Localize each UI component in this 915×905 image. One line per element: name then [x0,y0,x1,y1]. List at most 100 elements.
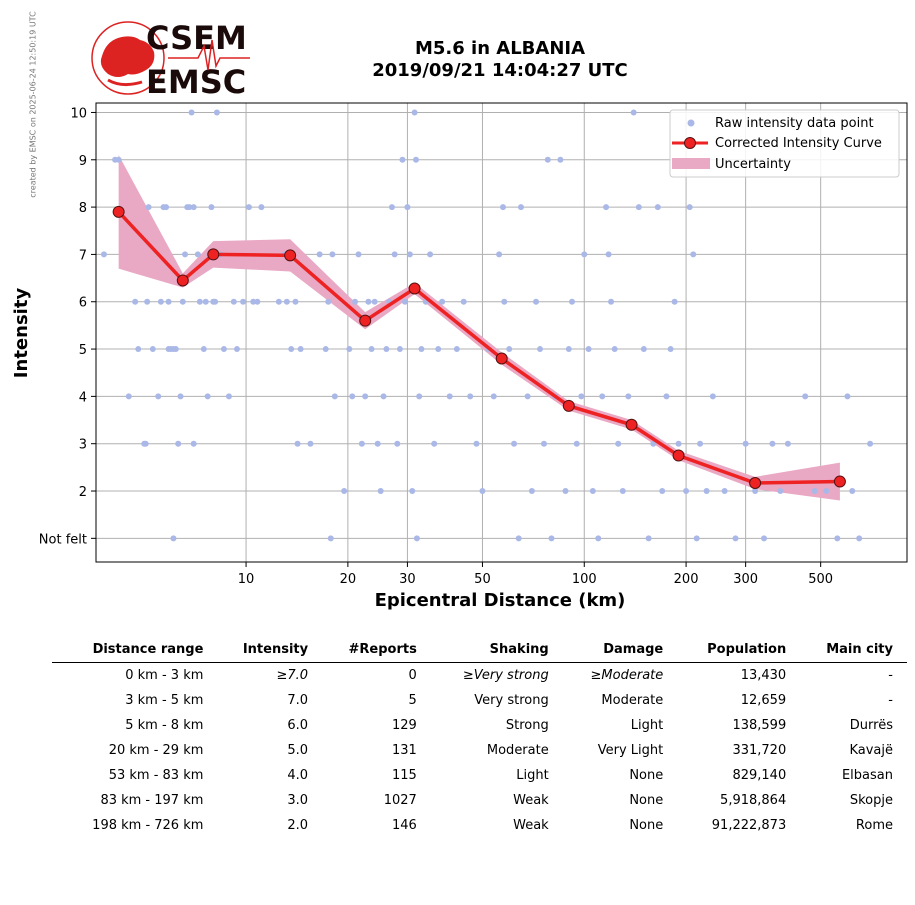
raw-point [784,440,791,447]
curve-point [562,399,575,412]
table-cell: 1027 [383,793,417,808]
raw-point [506,346,513,353]
raw-point [823,488,830,495]
raw-point [742,440,749,447]
raw-point [761,535,768,542]
legend-uncertainty-label: Uncertainty [715,157,791,172]
raw-point [777,488,784,495]
table-header-cell: Population [677,640,801,663]
legend-raw-marker [687,119,695,127]
table-cell: 0 km - 3 km [125,668,204,683]
raw-point [416,393,423,400]
raw-point [202,298,209,305]
raw-point [240,298,247,305]
raw-point [686,204,693,211]
table-cell: Light [516,768,549,783]
table-header-cell: Shaking [430,640,563,663]
raw-point [515,535,522,542]
raw-point [548,535,555,542]
raw-point [427,251,434,258]
raw-point [732,535,739,542]
table-row: 0 km - 3 km ≥7.0 0 ≥Very strong ≥Moderate 13,… [52,663,907,689]
raw-point [155,393,162,400]
raw-point [473,440,480,447]
raw-point [254,298,261,305]
curve-line [117,210,840,485]
table-cell: 331,720 [732,743,787,758]
raw-point [190,204,197,211]
raw-point [188,109,195,116]
table-cell: 6.0 [287,718,309,733]
raw-point [659,488,666,495]
table-header-cell: Main city [800,640,907,663]
raw-point [275,298,282,305]
raw-point [721,488,728,495]
raw-point [404,204,411,211]
raw-point [603,204,610,211]
raw-point [388,204,395,211]
raw-point [331,393,338,400]
raw-point [349,393,356,400]
curve-point [284,249,297,262]
curve-point [625,418,638,431]
raw-point [501,298,508,305]
raw-point [144,298,151,305]
raw-point [635,204,642,211]
raw-point [368,346,375,353]
raw-point [578,393,585,400]
table-cell: 138,599 [732,718,787,733]
raw-point [316,251,323,258]
raw-point [411,109,418,116]
raw-point [245,204,252,211]
table-cell: ≥Very strong [462,668,549,683]
title-line-1: M5.6 in ALBANIA [414,38,586,59]
raw-point [569,298,576,305]
raw-point [145,204,152,211]
raw-point [849,488,856,495]
table-cell: 12,659 [740,693,787,708]
raw-point [142,440,149,447]
raw-point [752,488,759,495]
raw-point [355,251,362,258]
raw-point [170,535,177,542]
raw-point [194,251,201,258]
raw-point [528,488,535,495]
curve-point [207,248,220,261]
raw-point [496,251,503,258]
raw-point [149,346,156,353]
raw-point [540,440,547,447]
raw-point [329,251,336,258]
raw-point [690,251,697,258]
raw-point [383,346,390,353]
legend-curve-label: Corrected Intensity Curve [715,136,882,151]
table-cell: 3.0 [287,793,309,808]
raw-point [844,393,851,400]
raw-point [172,346,179,353]
raw-point [100,251,107,258]
raw-point [233,346,240,353]
raw-point [573,440,580,447]
table-cell: 146 [392,818,417,833]
raw-point [697,440,704,447]
curve-point [749,476,762,489]
table-cell: 13,430 [740,668,787,683]
table-cell: Light [630,718,664,733]
raw-point [619,488,626,495]
raw-point [640,346,647,353]
curve-point [833,475,846,488]
raw-point [358,440,365,447]
raw-point [352,298,359,305]
raw-point [589,488,596,495]
curve-point [672,449,685,462]
table-cell: 5 km - 8 km [125,718,204,733]
raw-point [399,156,406,163]
raw-point [453,346,460,353]
raw-point [446,393,453,400]
raw-point [230,298,237,305]
raw-point [769,440,776,447]
table-cell: Strong [505,718,549,733]
raw-point [292,298,299,305]
raw-point [663,393,670,400]
table-header-cell: Intensity [217,640,323,663]
raw-point [802,393,809,400]
